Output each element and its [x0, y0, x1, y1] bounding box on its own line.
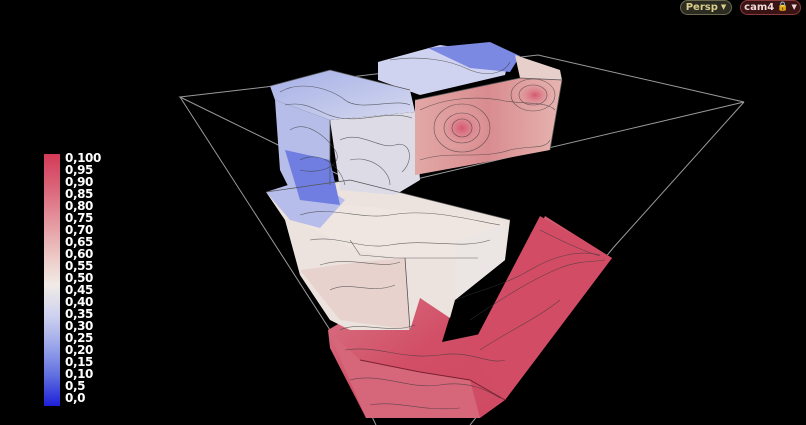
legend-label: 0,65 — [65, 235, 94, 249]
lock-icon: 🔒 — [777, 2, 789, 12]
legend-labels: 0,100 0,95 0,90 0,85 0,80 0,75 0,70 0,65… — [65, 152, 125, 404]
legend-label: 0,55 — [65, 259, 94, 273]
legend-label: 0,85 — [65, 187, 94, 201]
legend-label: 0,50 — [65, 271, 94, 285]
contour-lines — [279, 57, 606, 410]
legend-label: 0,95 — [65, 163, 94, 177]
camera-label: cam4 — [744, 2, 775, 13]
legend-label: 0,25 — [65, 331, 94, 345]
caret-down-icon: ▼ — [720, 3, 727, 11]
legend-label: 0,35 — [65, 307, 94, 321]
upper-right-block — [378, 42, 562, 175]
legend-label: 0,15 — [65, 355, 94, 369]
legend-label: 0,75 — [65, 211, 94, 225]
view-mode-dropdown[interactable]: Persp ▼ — [680, 0, 732, 15]
legend-label: 0,70 — [65, 223, 94, 237]
red-slab — [328, 216, 612, 418]
legend-label: 0,80 — [65, 199, 94, 213]
legend-label: 0,5 — [65, 379, 86, 393]
legend-label: 0,0 — [65, 391, 86, 405]
legend-label: 0,20 — [65, 343, 94, 357]
caret-down-icon: ▼ — [791, 3, 797, 11]
legend-label: 0,45 — [65, 283, 94, 297]
legend-color-bar — [44, 154, 60, 406]
legend-label: 0,30 — [65, 319, 94, 333]
legend-label: 0,40 — [65, 295, 94, 309]
legend-label: 0,60 — [65, 247, 94, 261]
camera-dropdown[interactable]: cam4 🔒 ▼ — [740, 0, 801, 15]
view-mode-label: Persp — [685, 2, 718, 13]
legend-label: 0,100 — [65, 151, 101, 165]
mesh-edges — [265, 69, 563, 331]
legend-label: 0,90 — [65, 175, 94, 189]
legend-label: 0,10 — [65, 367, 94, 381]
lower-box — [266, 178, 510, 330]
